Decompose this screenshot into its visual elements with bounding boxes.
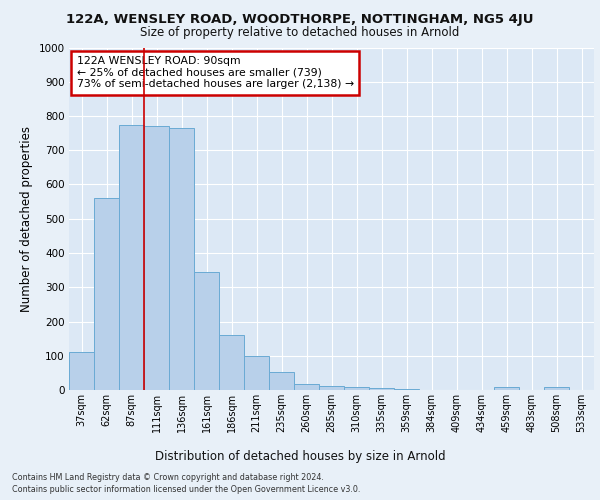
Text: Distribution of detached houses by size in Arnold: Distribution of detached houses by size …: [155, 450, 445, 463]
Bar: [119, 124, 144, 390]
Y-axis label: Number of detached properties: Number of detached properties: [20, 126, 33, 312]
Bar: [269, 372, 294, 390]
Bar: [244, 356, 269, 390]
Bar: [544, 386, 569, 390]
Bar: [394, 388, 419, 390]
Text: 122A WENSLEY ROAD: 90sqm
← 25% of detached houses are smaller (739)
73% of semi-: 122A WENSLEY ROAD: 90sqm ← 25% of detach…: [77, 56, 354, 90]
Bar: [494, 386, 519, 390]
Bar: [319, 386, 344, 390]
Bar: [219, 335, 244, 390]
Text: Contains public sector information licensed under the Open Government Licence v3: Contains public sector information licen…: [12, 485, 361, 494]
Bar: [294, 384, 319, 390]
Bar: [344, 388, 369, 390]
Bar: [369, 388, 394, 390]
Bar: [144, 126, 169, 390]
Text: 122A, WENSLEY ROAD, WOODTHORPE, NOTTINGHAM, NG5 4JU: 122A, WENSLEY ROAD, WOODTHORPE, NOTTINGH…: [66, 12, 534, 26]
Text: Size of property relative to detached houses in Arnold: Size of property relative to detached ho…: [140, 26, 460, 39]
Bar: [94, 198, 119, 390]
Bar: [194, 272, 219, 390]
Bar: [169, 128, 194, 390]
Text: Contains HM Land Registry data © Crown copyright and database right 2024.: Contains HM Land Registry data © Crown c…: [12, 472, 324, 482]
Bar: [69, 352, 94, 390]
